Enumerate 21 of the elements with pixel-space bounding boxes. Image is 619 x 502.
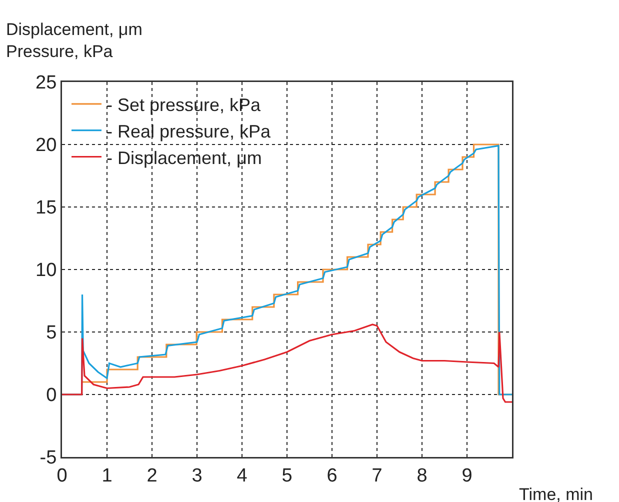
x-tick-label: 9 xyxy=(462,465,472,486)
legend-label: - Set pressure, kPa xyxy=(106,94,262,115)
line-series xyxy=(62,324,512,403)
x-tick-label: 8 xyxy=(416,465,428,486)
y-tick-label: 10 xyxy=(36,260,57,282)
x-axis-title: Time, min xyxy=(519,485,593,502)
y-tick-label: 5 xyxy=(46,322,57,344)
y-tick-label: 15 xyxy=(36,198,57,219)
y-tick-label: 0 xyxy=(46,385,57,406)
x-tick-label: 2 xyxy=(146,465,158,486)
x-tick-label: 4 xyxy=(236,465,248,486)
x-tick-label: 6 xyxy=(326,465,338,486)
x-tick-label: 5 xyxy=(282,465,292,486)
y-axis-title: Displacement, μm Pressure, kPa xyxy=(6,20,142,62)
y-tick-label: 25 xyxy=(36,72,57,94)
y-tick-label: 20 xyxy=(36,135,57,156)
x-tick-label: 3 xyxy=(192,465,202,486)
x-tick-label: 1 xyxy=(102,465,112,486)
legend-label: - Displacement, μm xyxy=(106,148,262,168)
x-tick-label: 7 xyxy=(372,465,382,486)
y-tick-label: -5 xyxy=(40,448,57,469)
